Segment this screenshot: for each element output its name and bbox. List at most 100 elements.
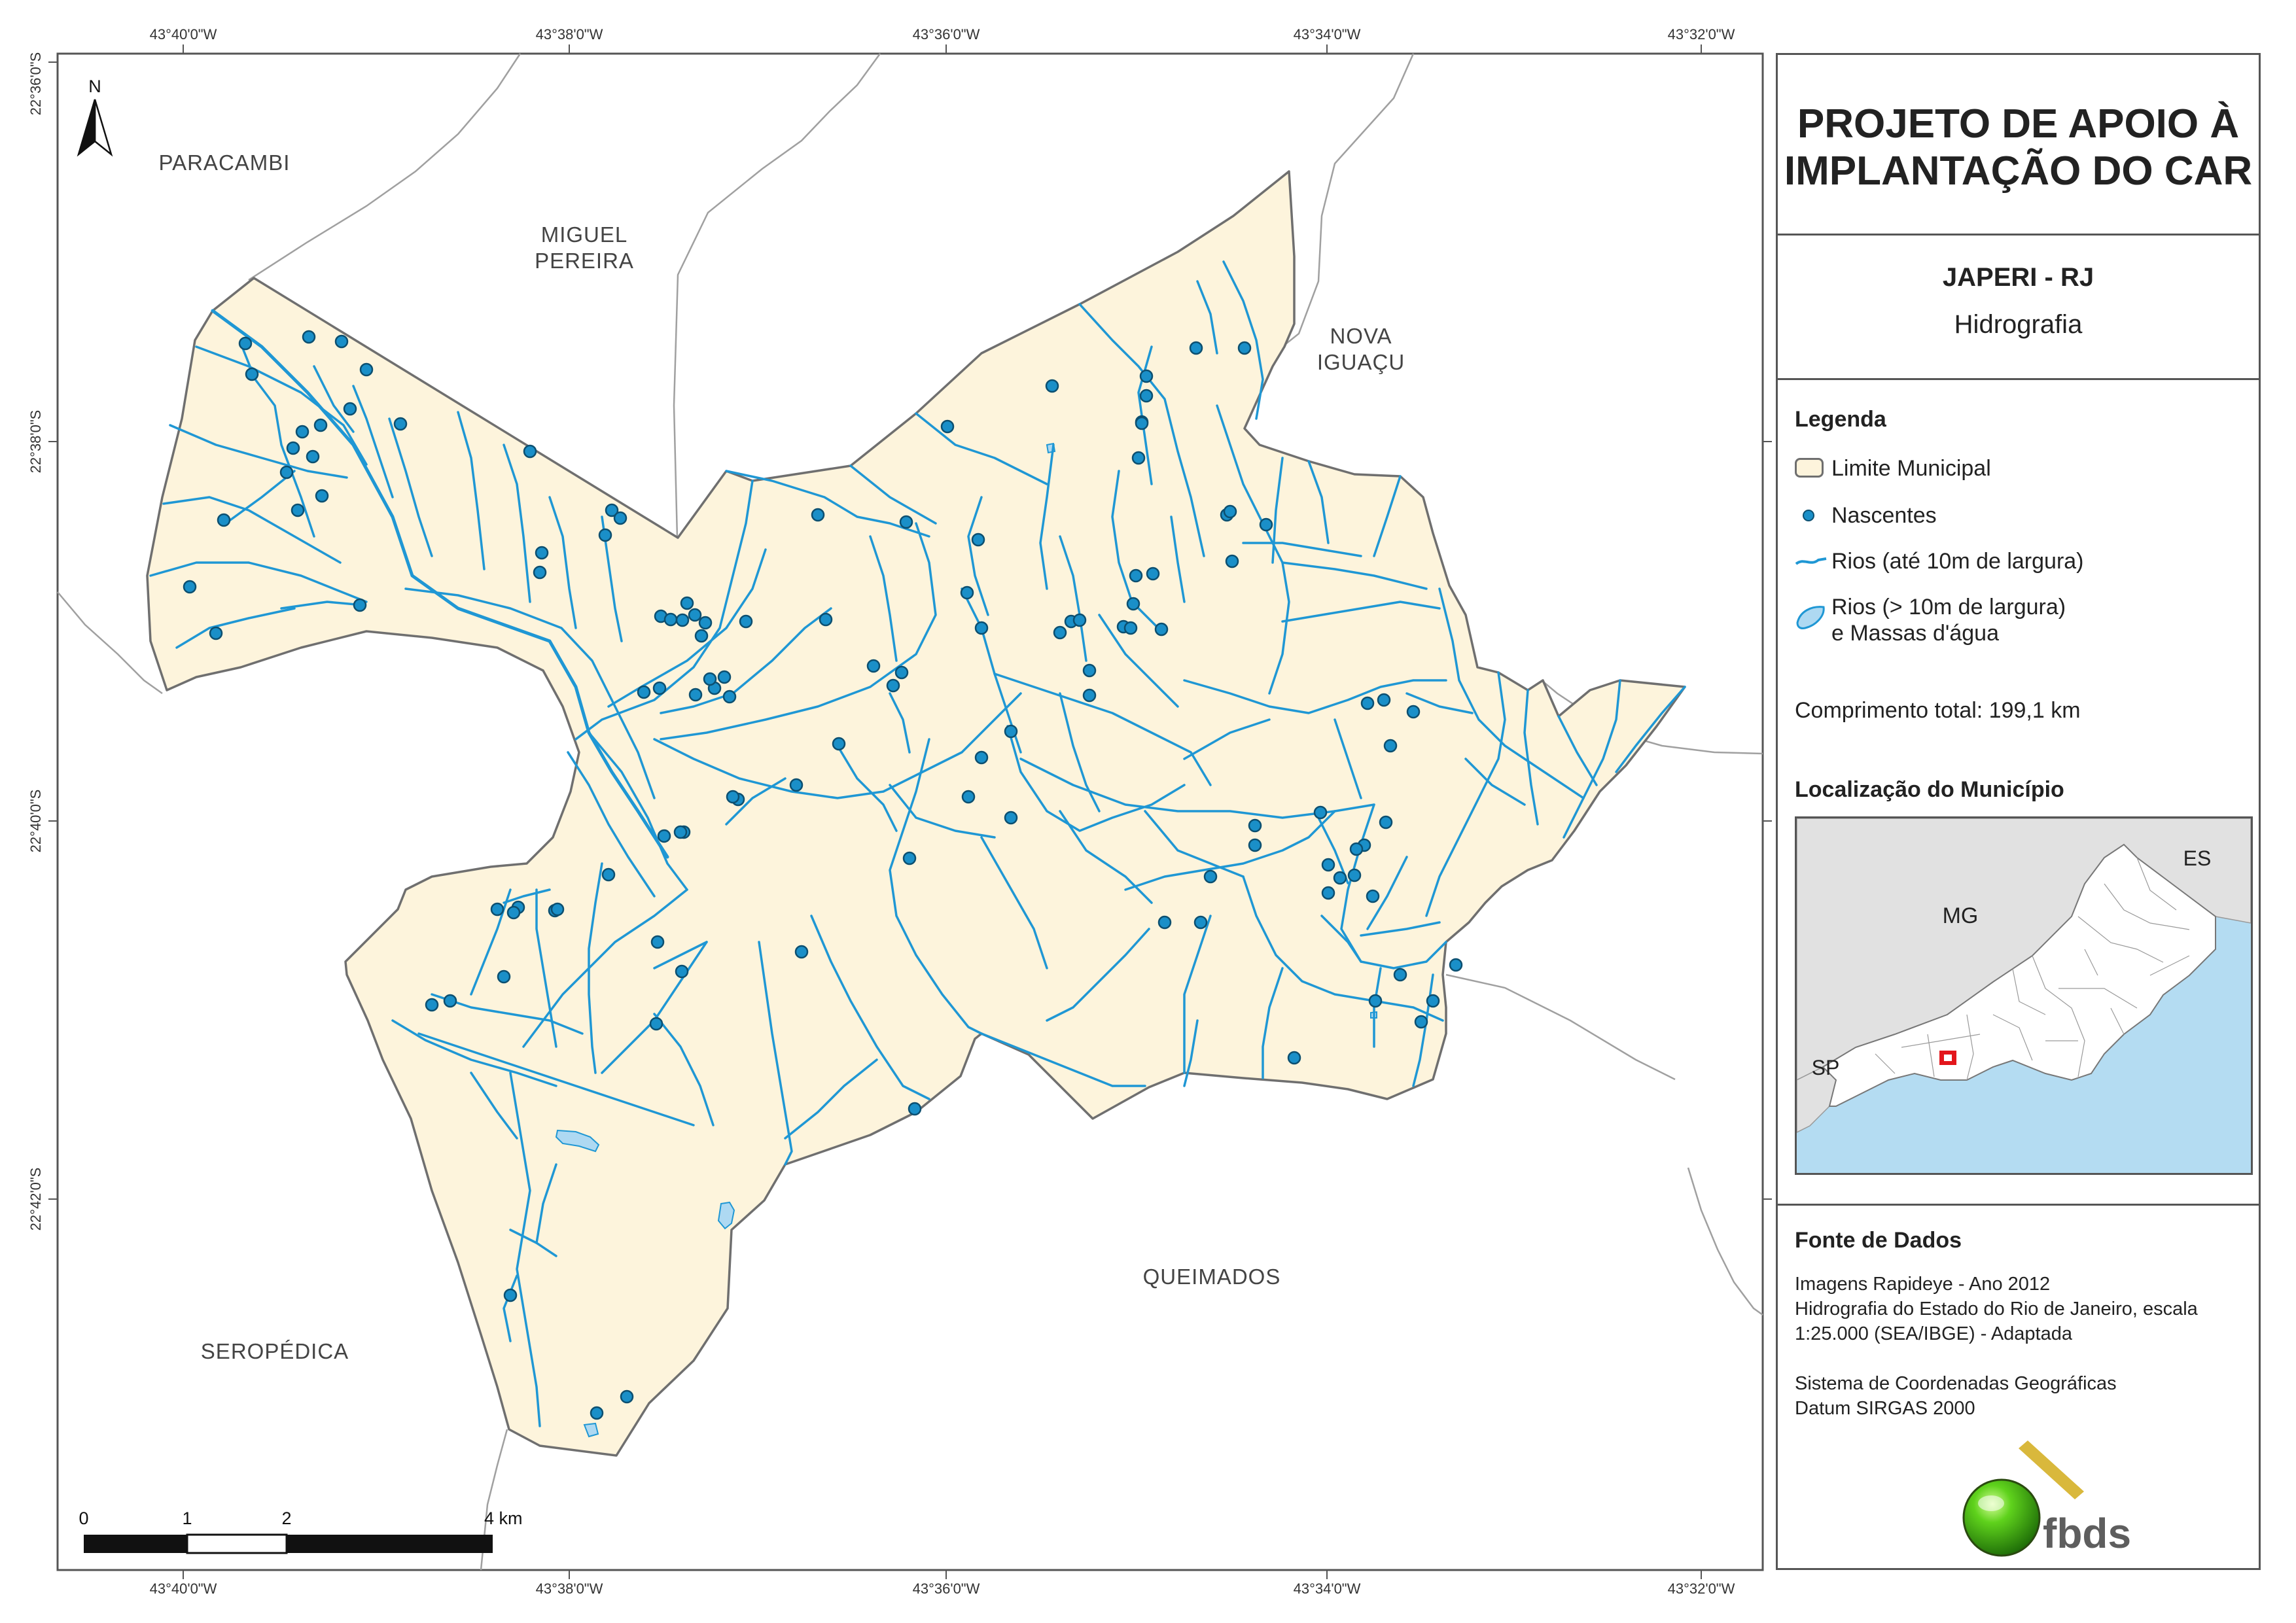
spring-point	[698, 616, 713, 630]
source-text: Imagens Rapideye - Ano 2012 Hidrografia …	[1778, 1272, 2259, 1421]
spring-point	[217, 513, 231, 527]
spring-point	[393, 417, 408, 431]
project-title-line-2: IMPLANTAÇÃO DO CAR	[1784, 148, 2253, 194]
lat-label-4: 22°42'0"S	[27, 1168, 44, 1231]
spring-point	[183, 580, 197, 594]
limit-swatch-icon	[1795, 455, 1831, 481]
source-heading: Fonte de Dados	[1795, 1228, 1962, 1253]
spring-point	[1203, 869, 1218, 884]
total-length-text: Comprimento total: 199,1 km	[1795, 698, 2081, 723]
lon-label-top-5: 43°32'0"W	[1668, 26, 1735, 43]
neighbor-labels: PARACAMBI MIGUEL PEREIRA NOVA IGUAÇU QUE…	[159, 150, 1405, 1363]
legend-springs-label: Nascentes	[1831, 503, 1937, 528]
spring-point	[1045, 379, 1059, 393]
spring-point	[1135, 416, 1149, 430]
spring-point	[601, 867, 616, 882]
spring-point	[1223, 504, 1237, 519]
spring-point	[688, 688, 703, 702]
label-nova-iguacu-2: IGUAÇU	[1317, 350, 1405, 374]
spring-point	[1146, 567, 1160, 581]
spring-point	[550, 902, 565, 916]
spring-point	[894, 665, 909, 680]
longitude-labels: 43°40'0"W 43°38'0"W 43°36'0"W 43°34'0"W …	[150, 26, 1735, 1597]
spring-point	[535, 546, 549, 560]
scale-label-2: 2	[281, 1509, 291, 1528]
spring-point	[960, 585, 974, 600]
legend-item-limit: Limite Municipal	[1795, 455, 1991, 481]
spring-point	[1139, 389, 1154, 403]
spring-point	[675, 613, 690, 627]
spring-point	[359, 362, 374, 377]
lon-label-top-4: 43°34'0"W	[1294, 26, 1361, 43]
spring-point	[503, 1288, 518, 1302]
spring-point	[238, 336, 253, 351]
legend-rivers-large-label-2: e Massas d'água	[1831, 621, 1999, 646]
spring-point	[523, 444, 537, 459]
source-line-4: Sistema de Coordenadas Geográficas	[1795, 1373, 2117, 1394]
scale-label-4km: 4 km	[484, 1509, 523, 1528]
spring-point	[789, 778, 804, 792]
spring-point	[1406, 705, 1421, 719]
logo-text: fbds	[2043, 1510, 2131, 1557]
spring-point	[1259, 517, 1273, 532]
inset-label-sp: SP	[1812, 1056, 1840, 1079]
spring-point	[279, 465, 294, 480]
spring-point	[295, 425, 309, 439]
spring-point	[1053, 625, 1067, 640]
spring-point	[1237, 341, 1252, 355]
spring-point	[1004, 724, 1018, 739]
legend-item-rivers-large: Rios (> 10m de largura) e Massas d'água	[1795, 594, 2066, 646]
lon-label-bottom-3: 43°36'0"W	[913, 1580, 980, 1597]
lat-label-1: 22°36'0"S	[27, 52, 44, 116]
info-panel: PROJETO DE APOIO À IMPLANTAÇÃO DO CAR JA…	[1776, 53, 2261, 1570]
scale-bar: 0 1 2 4 km	[79, 1509, 523, 1554]
spring-point	[334, 334, 349, 349]
lon-label-bottom-5: 43°32'0"W	[1668, 1580, 1735, 1597]
project-title: PROJETO DE APOIO À IMPLANTAÇÃO DO CAR	[1778, 101, 2259, 195]
total-length: Comprimento total: 199,1 km	[1795, 697, 2081, 724]
spring-point	[971, 532, 985, 547]
spring-point	[652, 681, 667, 695]
spring-point	[819, 612, 833, 627]
spring-point	[1426, 994, 1440, 1008]
spring-dot-icon	[1795, 502, 1831, 529]
spring-point	[590, 1406, 604, 1420]
label-queimados: QUEIMADOS	[1143, 1265, 1281, 1289]
label-miguel-pereira-2: PEREIRA	[535, 249, 634, 273]
location-inset-map: MG ES SP	[1795, 816, 2253, 1175]
municipality-name: JAPERI - RJ	[1942, 263, 2094, 292]
spring-point	[315, 489, 329, 503]
spring-point	[1154, 622, 1169, 637]
spring-point	[1157, 915, 1172, 930]
latitude-labels: 22°36'0"S 22°38'0"S 22°40'0"S 22°42'0"S	[27, 52, 44, 1231]
lon-label-top-2: 43°38'0"W	[536, 26, 603, 43]
lon-label-bottom-1: 43°40'0"W	[150, 1580, 217, 1597]
inset-label-es: ES	[2183, 846, 2212, 870]
spring-point	[961, 790, 976, 804]
spring-point	[245, 367, 259, 381]
spring-point	[794, 945, 809, 959]
legend-heading: Legenda	[1795, 407, 1886, 432]
spring-point	[673, 825, 688, 839]
spring-point	[1131, 451, 1146, 465]
spring-point	[680, 596, 694, 610]
spring-point	[1225, 554, 1239, 568]
location-heading: Localização do Município	[1795, 777, 2064, 802]
spring-point	[1189, 341, 1203, 355]
spring-point	[306, 449, 320, 464]
spring-point	[1379, 815, 1393, 829]
spring-point	[1333, 871, 1347, 885]
spring-point	[613, 511, 627, 525]
spring-point	[899, 515, 913, 529]
spring-point	[650, 935, 665, 949]
spring-point	[1313, 805, 1328, 820]
spring-point	[598, 528, 612, 542]
spring-point	[726, 790, 740, 804]
spring-point	[886, 678, 900, 693]
spring-point	[497, 969, 511, 984]
spring-point	[974, 750, 989, 765]
lon-label-top-1: 43°40'0"W	[150, 26, 217, 43]
spring-point	[722, 689, 737, 704]
spring-point	[1321, 858, 1335, 872]
river-network	[149, 260, 1686, 1427]
